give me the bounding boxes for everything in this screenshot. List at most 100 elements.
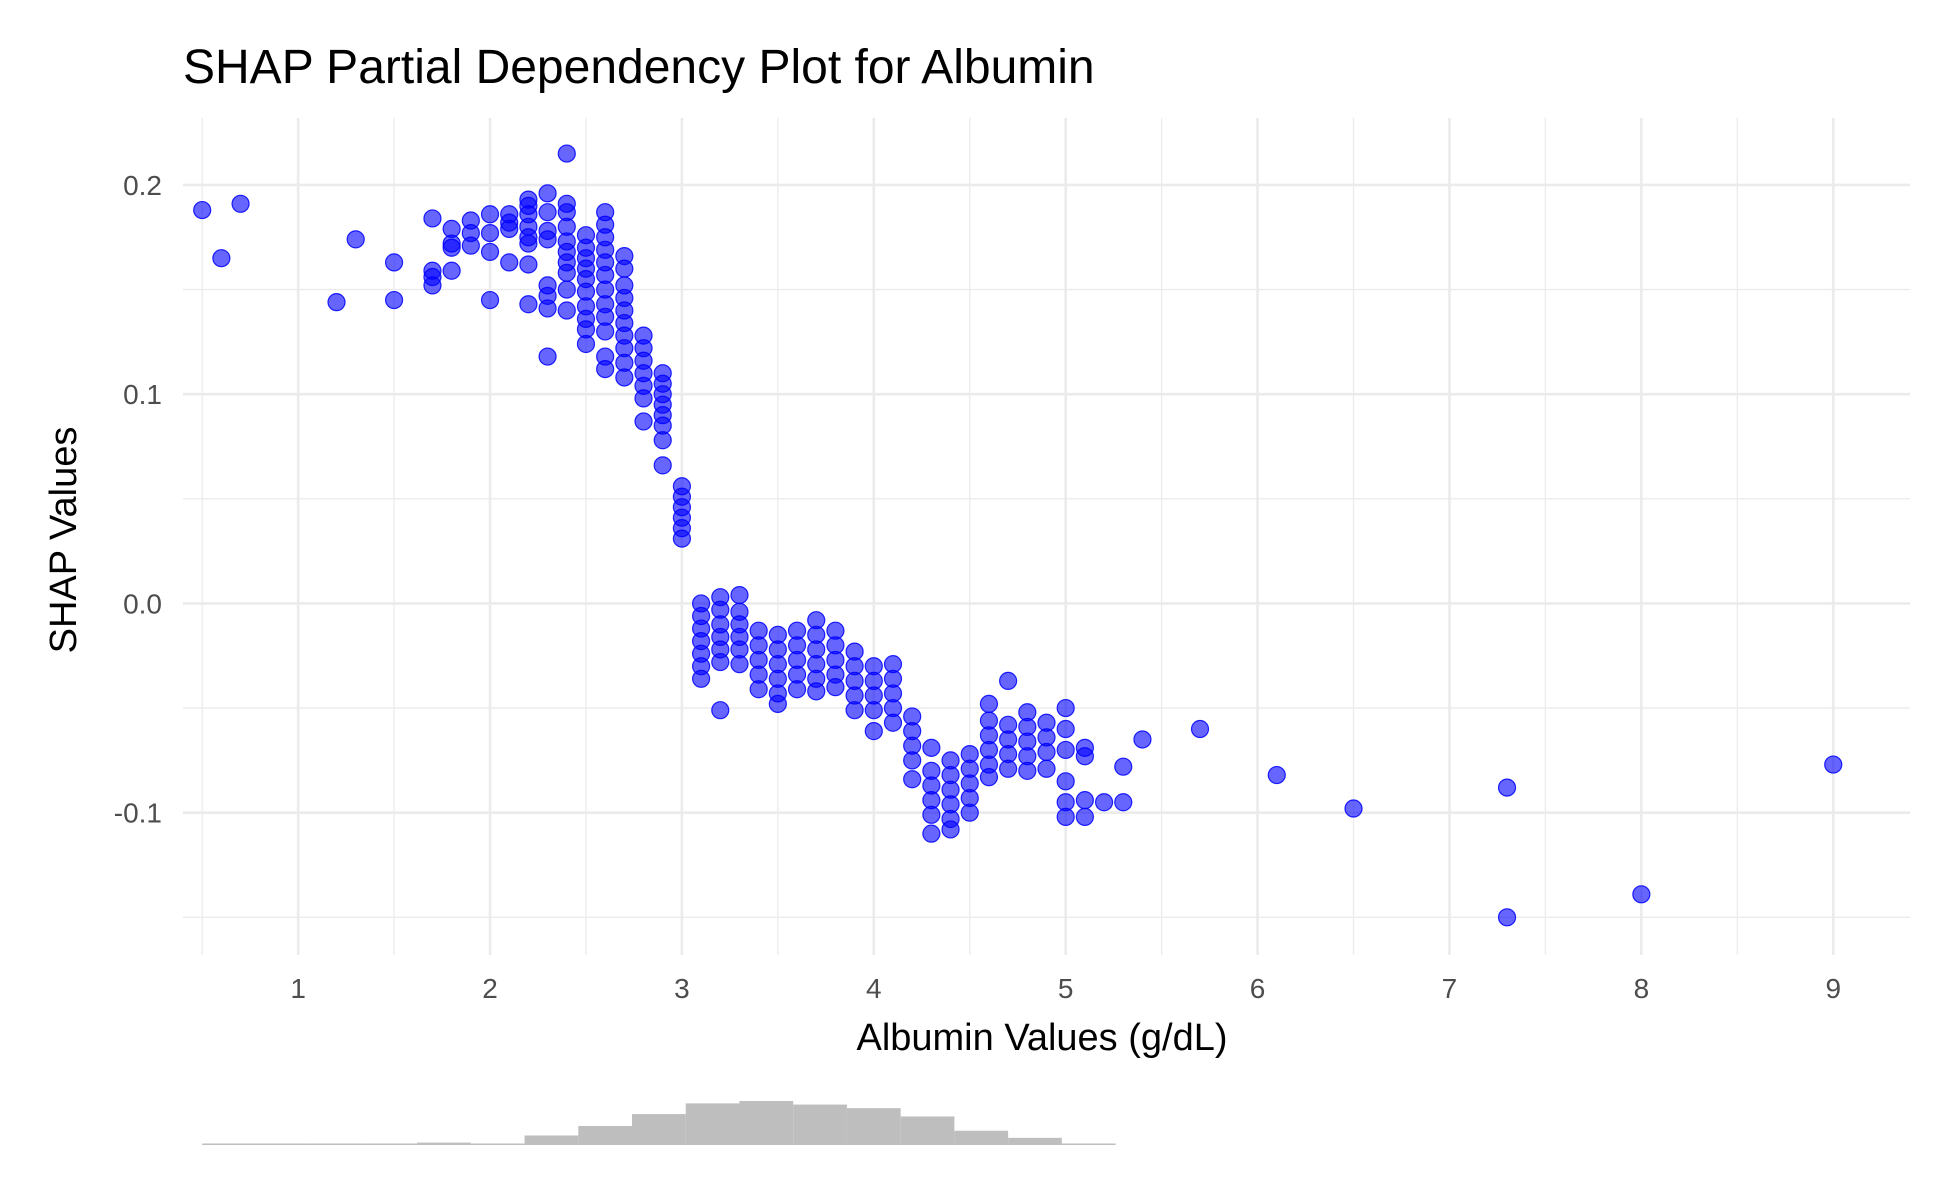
data-point bbox=[768, 694, 787, 714]
y-axis-ticks: 0.2 0.1 0.0 -0.1 bbox=[114, 170, 162, 829]
data-point bbox=[615, 368, 634, 387]
x-tick-label: 2 bbox=[482, 973, 498, 1004]
major-gridlines bbox=[183, 118, 1910, 955]
data-point bbox=[1344, 799, 1363, 818]
histogram-bar bbox=[739, 1101, 794, 1145]
y-tick-label: 0.1 bbox=[123, 379, 162, 410]
data-point bbox=[634, 389, 653, 408]
data-point bbox=[711, 652, 730, 672]
data-point bbox=[1056, 698, 1075, 718]
data-point bbox=[480, 242, 500, 262]
x-tick-label: 3 bbox=[674, 973, 690, 1004]
data-point bbox=[423, 276, 442, 295]
histogram-bar bbox=[632, 1114, 686, 1145]
histogram-bar bbox=[1008, 1137, 1062, 1145]
data-point bbox=[519, 255, 538, 274]
histogram-bar bbox=[202, 1143, 256, 1145]
data-point bbox=[557, 280, 576, 299]
x-tick-label: 4 bbox=[866, 973, 882, 1004]
histogram-bar bbox=[309, 1143, 364, 1145]
data-point bbox=[1037, 759, 1056, 778]
data-point bbox=[1133, 730, 1152, 749]
data-point bbox=[787, 680, 807, 699]
data-point bbox=[1075, 807, 1094, 826]
data-point bbox=[346, 230, 365, 249]
x-tick-label: 7 bbox=[1442, 973, 1458, 1004]
data-point bbox=[193, 200, 212, 220]
data-point bbox=[807, 682, 826, 701]
data-point bbox=[960, 803, 979, 822]
data-point bbox=[1075, 747, 1094, 766]
data-point bbox=[442, 238, 461, 257]
data-point bbox=[1056, 772, 1075, 791]
y-tick-label: 0.2 bbox=[123, 170, 162, 201]
marginal-histogram bbox=[202, 1101, 1116, 1145]
data-point bbox=[1114, 793, 1133, 812]
data-point bbox=[480, 205, 500, 224]
data-point bbox=[442, 261, 461, 280]
x-tick-label: 8 bbox=[1634, 973, 1650, 1004]
data-point bbox=[519, 234, 538, 253]
data-point bbox=[999, 759, 1018, 778]
data-point bbox=[538, 230, 557, 249]
data-point bbox=[538, 347, 557, 366]
histogram-bar bbox=[954, 1130, 1009, 1145]
data-point bbox=[864, 722, 883, 741]
data-point bbox=[231, 194, 250, 213]
histogram-bar bbox=[685, 1103, 740, 1145]
data-point bbox=[461, 236, 480, 255]
data-point bbox=[1497, 778, 1517, 797]
data-point bbox=[1094, 793, 1114, 812]
data-point bbox=[691, 669, 711, 688]
data-point bbox=[538, 299, 557, 318]
data-point bbox=[480, 223, 500, 243]
y-tick-label: 0.0 bbox=[123, 588, 162, 619]
data-point bbox=[596, 360, 615, 379]
chart-title: SHAP Partial Dependency Plot for Albumin bbox=[183, 41, 1095, 94]
data-point bbox=[1497, 908, 1517, 927]
histogram-bar bbox=[846, 1108, 901, 1145]
data-point bbox=[1037, 742, 1056, 762]
data-point bbox=[384, 253, 404, 272]
data-point bbox=[922, 805, 941, 824]
data-point bbox=[903, 751, 922, 770]
x-tick-label: 1 bbox=[290, 973, 306, 1004]
data-point bbox=[557, 263, 576, 282]
data-point bbox=[1114, 757, 1133, 776]
data-point bbox=[922, 824, 941, 843]
data-point bbox=[576, 334, 596, 354]
data-point bbox=[538, 184, 557, 203]
minor-gridlines bbox=[183, 118, 1910, 955]
data-point bbox=[557, 144, 576, 163]
scatter-points bbox=[193, 144, 1843, 927]
data-point bbox=[979, 768, 999, 787]
y-axis-title: SHAP Values bbox=[43, 427, 85, 654]
data-point bbox=[845, 701, 864, 720]
data-point bbox=[423, 209, 442, 228]
data-point bbox=[596, 322, 615, 341]
data-point bbox=[500, 219, 519, 239]
data-point bbox=[1824, 755, 1843, 774]
data-point bbox=[730, 585, 749, 605]
data-point bbox=[1056, 807, 1075, 826]
data-point bbox=[749, 680, 768, 699]
x-axis-ticks: 1 2 3 4 5 6 7 8 9 bbox=[290, 973, 1841, 1004]
data-point bbox=[327, 293, 346, 312]
data-point bbox=[979, 694, 999, 714]
data-point bbox=[1056, 740, 1075, 760]
y-tick-label: -0.1 bbox=[114, 798, 162, 829]
data-point bbox=[1190, 719, 1210, 739]
x-tick-label: 5 bbox=[1058, 973, 1074, 1004]
data-point bbox=[538, 203, 557, 222]
data-point bbox=[826, 678, 845, 697]
data-point bbox=[711, 701, 730, 720]
data-point bbox=[1056, 719, 1075, 739]
data-point bbox=[653, 456, 672, 475]
data-point bbox=[480, 290, 500, 310]
data-point bbox=[615, 259, 634, 278]
histogram-bar bbox=[900, 1116, 955, 1145]
histogram-bar bbox=[363, 1143, 418, 1145]
data-point bbox=[557, 301, 576, 320]
histogram-bar bbox=[793, 1104, 847, 1145]
